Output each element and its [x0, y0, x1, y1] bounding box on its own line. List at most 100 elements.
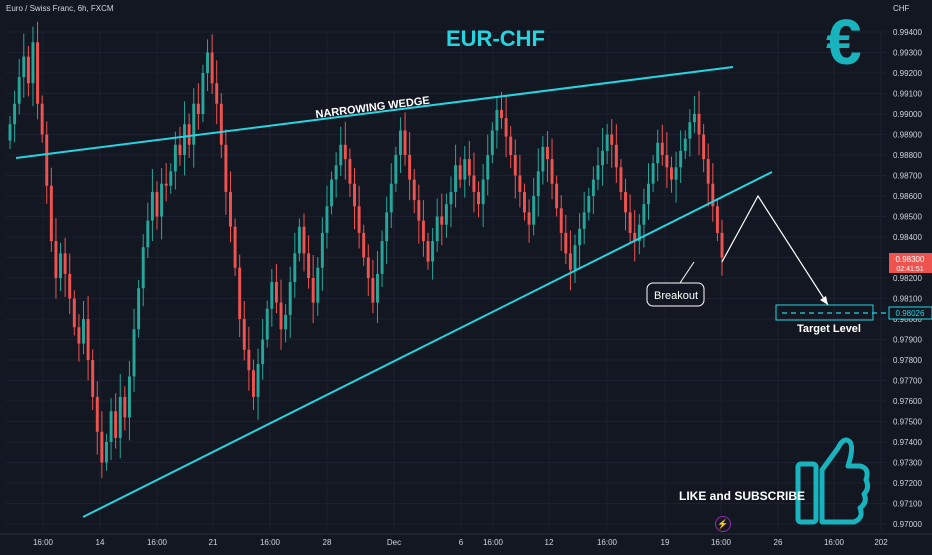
- candle-body: [380, 241, 384, 274]
- target-price-value: 0.98026: [896, 309, 925, 318]
- candle-body: [651, 163, 655, 184]
- candle-body: [628, 212, 632, 233]
- breakout-label: Breakout: [654, 290, 698, 302]
- symbol-label[interactable]: Euro / Swiss Franc, 6h, FXCM: [6, 4, 114, 13]
- candle-body: [26, 56, 30, 84]
- candle-body: [458, 165, 462, 180]
- candle-body: [385, 212, 389, 242]
- wedge-label: NARROWING WEDGE: [315, 95, 430, 121]
- candle-body: [77, 327, 81, 344]
- x-tick-label: 16:00: [483, 538, 504, 547]
- candle-body: [40, 103, 44, 135]
- candle-body: [421, 220, 425, 242]
- x-tick-label: 14: [96, 538, 105, 547]
- candle-body: [679, 150, 683, 168]
- candle-body: [63, 253, 67, 274]
- candle-body: [376, 273, 379, 303]
- candle-body: [279, 302, 283, 330]
- candle-body: [610, 134, 614, 145]
- candle-body: [353, 183, 356, 207]
- candle-body: [45, 134, 49, 186]
- candle-body: [238, 267, 242, 319]
- current-price-tag: [889, 253, 932, 273]
- candle-body: [674, 167, 678, 180]
- candle-body: [720, 232, 724, 258]
- candle-body: [550, 159, 554, 184]
- chart-title: EUR-CHF: [446, 26, 545, 51]
- x-tick-label: 19: [661, 538, 670, 547]
- candle-body: [22, 56, 26, 78]
- candle-body: [486, 155, 490, 180]
- candle-body: [316, 267, 320, 303]
- candle-body: [229, 191, 232, 227]
- y-tick-label: 0.98200: [893, 274, 922, 283]
- candle-body: [371, 278, 375, 303]
- candle-body: [633, 232, 637, 242]
- breakout-pointer: [679, 261, 695, 284]
- candle-body: [91, 360, 95, 397]
- x-tick-label: 16:00: [33, 538, 54, 547]
- candle-body: [132, 329, 136, 377]
- candle-body: [17, 77, 21, 104]
- candle-body: [8, 124, 12, 141]
- y-tick-label: 0.97000: [893, 520, 922, 529]
- y-tick-label: 0.97400: [893, 438, 922, 447]
- candle-body: [697, 114, 701, 135]
- candle-body: [261, 339, 265, 365]
- candle-body: [532, 196, 536, 225]
- candle-body: [500, 109, 503, 119]
- candle-body: [178, 144, 182, 155]
- x-tick-label: 6: [459, 538, 464, 547]
- y-tick-label: 0.97700: [893, 377, 922, 386]
- y-tick-label: 0.98900: [893, 131, 922, 140]
- candle-body: [449, 191, 453, 205]
- y-tick-label: 0.97500: [893, 418, 922, 427]
- candle-body: [513, 155, 517, 176]
- y-tick-label: 0.97100: [893, 500, 922, 509]
- candle-body: [660, 142, 664, 155]
- target-price-tag: [888, 306, 932, 320]
- candle-body: [137, 288, 141, 330]
- candle-body: [215, 83, 219, 104]
- candle-body: [477, 191, 481, 205]
- candle-body: [201, 73, 205, 114]
- lightning-icon[interactable]: ⚡: [715, 516, 731, 532]
- candle-body: [247, 349, 251, 371]
- candle-body: [339, 144, 343, 166]
- candle-body: [251, 370, 255, 397]
- candle-body: [568, 253, 572, 270]
- candle-body: [614, 144, 618, 168]
- candle-body: [127, 376, 131, 418]
- candle-body: [104, 442, 108, 463]
- subscribe-text: LIKE and SUBSCRIBE: [679, 489, 806, 503]
- candle-body: [233, 226, 237, 268]
- candle-body: [284, 314, 288, 330]
- candle-body: [467, 159, 471, 176]
- x-tick-label: 16:00: [147, 538, 168, 547]
- arrow-head: [820, 296, 828, 305]
- candle-body: [54, 241, 58, 278]
- candle-body: [444, 204, 448, 225]
- y-tick-label: 0.98500: [893, 213, 922, 222]
- x-tick-label: 16:00: [597, 538, 618, 547]
- current-price-value: 0.98300: [896, 255, 925, 264]
- wedge-lower-line: [82, 171, 773, 518]
- candle-body: [472, 175, 476, 192]
- candle-body: [123, 396, 127, 418]
- candle-body: [206, 52, 209, 73]
- y-tick-label: 0.99100: [893, 90, 922, 99]
- candle-body: [582, 212, 586, 229]
- candle-body: [173, 144, 177, 172]
- candle-body: [403, 130, 407, 155]
- y-tick-label: 0.99000: [893, 110, 922, 119]
- candle-body: [68, 273, 72, 299]
- y-tick-label: 0.99400: [893, 28, 922, 37]
- candle-body: [150, 191, 154, 221]
- candle-body: [587, 196, 591, 213]
- euro-logo: €: [826, 6, 862, 78]
- candle-body: [426, 241, 430, 262]
- candle-body: [187, 124, 191, 145]
- x-tick-label: Dec: [387, 538, 401, 547]
